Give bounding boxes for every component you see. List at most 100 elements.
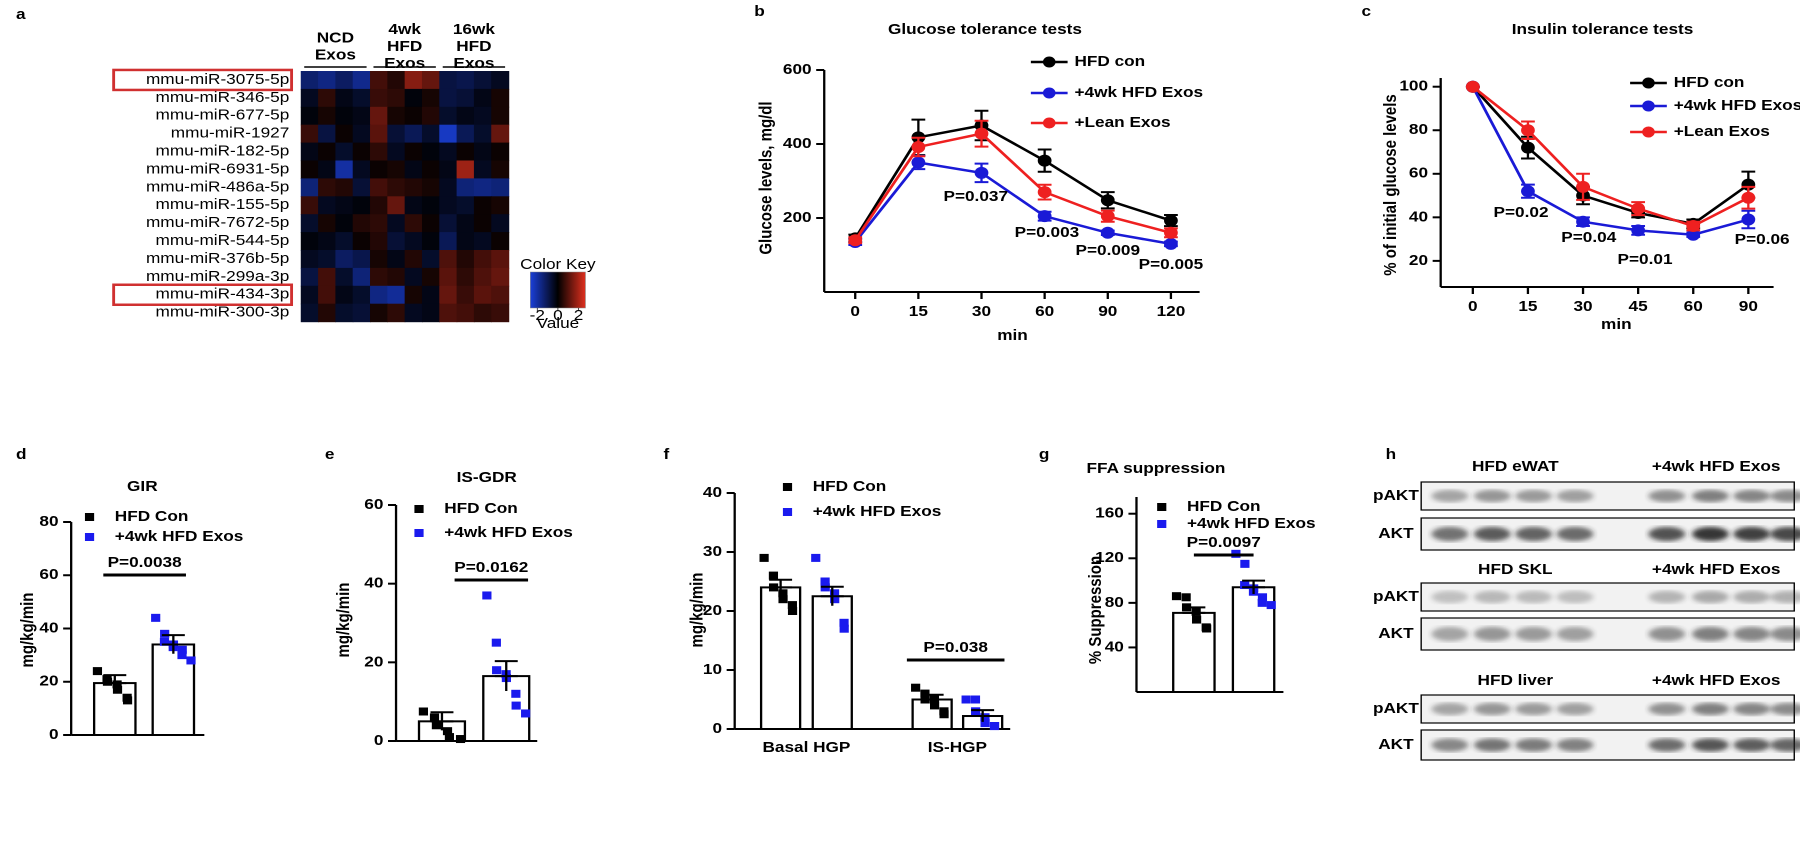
blot-band [1431,526,1469,542]
heatmap-cell [491,267,510,287]
y-tick-label: 80 [1105,594,1124,611]
blot-band [1648,626,1686,642]
heatmap-cell [491,142,510,162]
x-tick-label: 0 [1468,298,1478,315]
heatmap-cell [404,285,423,305]
heatmap-cell [439,267,458,287]
heatmap-cell [300,232,319,251]
legend-label: HFD Con [1187,498,1261,515]
heatmap-cell [491,71,510,90]
data-point [102,677,113,686]
column-group-label: HFD [387,38,422,55]
data-point [980,719,990,728]
row-label: mmu-miR-299a-3p [146,268,289,285]
data-point [1037,154,1052,167]
color-key-tick-label: 2 [574,307,584,324]
y-tick-label: 20 [364,653,383,670]
heatmap-cell [352,303,371,323]
row-label: mmu-miR-6931-5p [146,160,289,177]
data-point [911,140,926,153]
heatmap-cell [404,160,423,179]
blot-band [1515,489,1553,503]
data-point [1257,598,1267,607]
y-tick-label: 200 [783,209,812,226]
blot-band [1556,626,1594,642]
data-point [1164,214,1178,227]
data-point [980,713,990,722]
x-axis-label: min [1601,316,1632,333]
data-point [1037,210,1052,223]
blot-row-label: pAKT [1373,588,1419,605]
data-point [112,680,122,689]
heatmap-cell [370,142,389,162]
heatmap-cell [404,232,423,251]
data-point [1100,210,1115,223]
heatmap-cell [421,142,440,162]
heatmap-cell [318,267,337,287]
data-point [186,656,196,665]
chart-title: Insulin tolerance tests [1512,21,1694,38]
column-group-label: HFD [456,38,491,55]
heatmap-cell [491,88,510,108]
legend-marker [414,529,424,537]
heatmap-cell [335,232,354,251]
x-axis-label: min [997,327,1028,344]
heatmap-cell [387,88,406,108]
heatmap-cell [404,106,423,126]
blot-band [1473,626,1511,642]
chart-title: Glucose tolerance tests [888,21,1082,38]
blot-band [1733,489,1771,503]
legend-marker [1042,117,1056,129]
heatmap-cell [404,124,423,144]
y-tick-label: 0 [49,726,59,743]
blot-band [1556,526,1594,542]
data-point [491,638,501,647]
data-point [1266,601,1276,610]
heatmap-cell [491,178,510,197]
data-point [1741,191,1756,204]
error-bar [1182,606,1206,619]
highlight-box [112,68,294,92]
blot-band [1515,526,1553,542]
heatmap-cell [300,160,319,179]
data-point [92,667,103,676]
annotation: P=0.0038 [108,554,182,571]
heatmap-cell [318,214,337,233]
annotation: P=0.0097 [1187,534,1261,551]
panel-label: b [754,3,765,20]
heatmap-cell [456,142,475,162]
legend-label: +4wk HFD Exos [115,528,244,545]
legend-label: +Lean Exos [1674,123,1770,140]
y-tick-label: 60 [364,496,383,513]
legend-label: HFD Con [444,500,518,517]
data-point [431,721,442,730]
heatmap-cell [404,142,423,162]
heatmap-cell [300,285,319,305]
blot-band [1770,738,1800,752]
column-group-label: Exos [384,55,425,72]
chart-title: IS-GDR [457,469,518,486]
heatmap-cell [300,250,319,269]
x-tick-label: IS-HGP [928,739,987,756]
blot-band [1431,702,1469,716]
blot-band [1431,738,1469,752]
heatmap-cell [439,178,458,197]
annotation: P=0.04 [1561,229,1616,246]
x-tick-label: 15 [909,303,928,320]
data-point [1202,624,1212,633]
heatmap-cell [300,196,319,215]
blot-band [1770,590,1800,604]
heatmap-cell [439,160,458,179]
data-point [455,735,466,744]
heatmap-cell [318,142,337,162]
heatmap-cell [352,88,371,108]
legend-label: HFD con [1074,53,1145,70]
column-group-label: 16wk [453,21,495,38]
heatmap-cell [318,178,337,197]
heatmap-cell [421,178,440,197]
y-axis-label: mg/kg/min [688,573,707,648]
data-point [811,553,821,562]
heatmap-cell [456,232,475,251]
legend-marker [414,505,424,513]
error-bar [430,711,454,731]
